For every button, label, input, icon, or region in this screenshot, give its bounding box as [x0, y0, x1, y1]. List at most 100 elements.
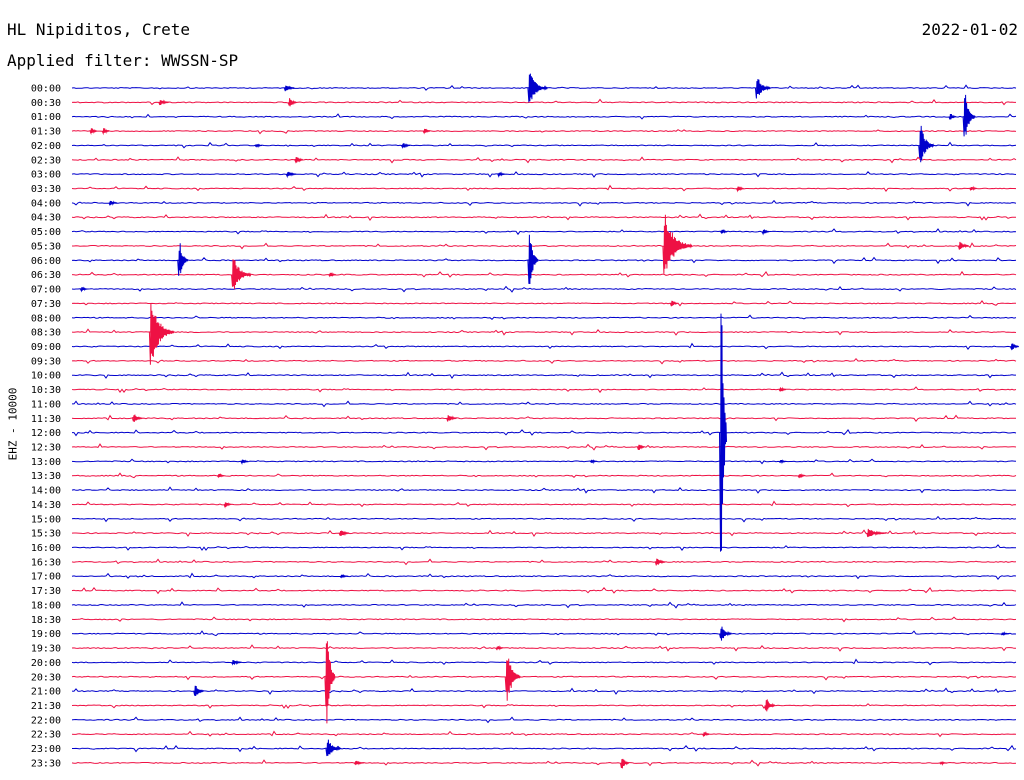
time-tick-label: 01:00	[31, 112, 61, 123]
date-label: 2022-01-02	[921, 20, 1018, 39]
seismic-event	[240, 459, 249, 465]
time-tick-label: 01:30	[31, 127, 61, 138]
seismic-event	[89, 128, 98, 136]
time-tick-label: 10:30	[31, 385, 61, 396]
filter-label: Applied filter: WWSSN-SP	[7, 51, 239, 70]
time-tick-label: 03:30	[31, 184, 61, 195]
time-tick-label: 08:30	[31, 328, 61, 339]
seismic-event	[589, 459, 598, 465]
seismic-event	[131, 414, 143, 422]
trace-line	[71, 586, 1017, 595]
seismic-event	[193, 685, 205, 697]
trace-line	[71, 129, 1017, 135]
trace-line	[71, 270, 1017, 278]
time-tick-label: 08:00	[31, 313, 61, 324]
time-tick-label: 14:00	[31, 486, 61, 497]
trace-line	[71, 199, 1017, 207]
trace-line	[71, 703, 1017, 709]
seismic-event	[497, 171, 505, 178]
trace-line	[71, 558, 1017, 566]
trace-line	[71, 300, 1017, 307]
station-title: HL Nipiditos, Crete	[7, 20, 191, 39]
time-tick-label: 15:00	[31, 514, 61, 525]
trace-line	[71, 458, 1017, 465]
time-tick-label: 07:30	[31, 299, 61, 310]
seismic-event	[669, 300, 678, 307]
trace-line	[71, 515, 1017, 523]
time-tick-label: 18:30	[31, 615, 61, 626]
time-tick-label: 06:30	[31, 270, 61, 281]
seismic-event	[662, 214, 693, 274]
time-tick-label: 13:00	[31, 457, 61, 468]
time-tick-label: 23:00	[31, 744, 61, 755]
seismic-event	[223, 502, 232, 509]
time-tick-label: 12:30	[31, 443, 61, 454]
seismic-event	[216, 473, 225, 479]
time-tick-label: 07:00	[31, 285, 61, 296]
trace-line	[71, 616, 1017, 623]
time-tick-label: 16:30	[31, 557, 61, 568]
seismic-event	[400, 143, 411, 149]
seismic-event	[446, 415, 458, 422]
seismic-event	[969, 185, 977, 192]
time-tick-label: 04:00	[31, 198, 61, 209]
seismic-event	[702, 731, 710, 738]
seismic-event	[654, 558, 666, 566]
trace-line	[71, 342, 1016, 350]
trace-line	[71, 572, 1017, 581]
seismic-event	[957, 241, 969, 250]
trace-line	[71, 113, 1017, 120]
trace-line	[71, 285, 1017, 293]
seismic-event	[754, 79, 771, 99]
seismic-event	[778, 386, 787, 393]
time-tick-label: 02:30	[31, 155, 61, 166]
time-tick-label: 17:30	[31, 586, 61, 597]
time-tick-label: 02:00	[31, 141, 61, 152]
seismic-event	[948, 114, 957, 120]
seismic-event	[764, 699, 776, 712]
seismic-event	[79, 286, 88, 293]
seismic-event	[324, 641, 336, 724]
time-tick-label: 15:30	[31, 529, 61, 540]
time-tick-label: 11:30	[31, 414, 61, 425]
seismic-event	[338, 530, 350, 537]
time-tick-label: 13:30	[31, 471, 61, 482]
trace-line	[71, 400, 1017, 408]
time-tick-label: 10:00	[31, 371, 61, 382]
time-tick-label: 09:30	[31, 356, 61, 367]
seismic-event	[1000, 631, 1010, 637]
seismic-event	[231, 259, 252, 290]
seismic-event	[353, 760, 365, 766]
trace-line	[71, 98, 1016, 106]
time-tick-label: 21:30	[31, 701, 61, 712]
trace-line	[71, 429, 1017, 437]
seismic-event	[939, 760, 947, 766]
seismic-event	[285, 171, 297, 179]
seismic-event	[797, 473, 806, 479]
time-tick-label: 22:00	[31, 715, 61, 726]
time-tick-label: 19:30	[31, 644, 61, 655]
trace-line	[71, 228, 1017, 236]
seismic-event	[761, 229, 770, 236]
trace-line	[71, 630, 1017, 637]
seismic-event	[101, 128, 110, 136]
trace-line	[71, 242, 1017, 250]
seismic-event	[325, 739, 342, 757]
time-tick-label: 03:00	[31, 170, 61, 181]
trace-line	[71, 314, 1017, 320]
seismic-event	[504, 658, 521, 701]
trace-line	[71, 386, 1017, 394]
time-tick-label: 23:30	[31, 758, 61, 769]
seismic-event	[231, 660, 242, 666]
trace-line	[71, 357, 1017, 365]
time-tick-label: 12:00	[31, 428, 61, 439]
trace-line	[71, 744, 1017, 753]
time-tick-label: 20:30	[31, 672, 61, 683]
time-tick-label: 22:30	[31, 730, 61, 741]
seismic-event	[918, 125, 935, 163]
seismic-event	[527, 234, 539, 285]
seismic-event	[495, 645, 504, 651]
seismic-event	[736, 186, 744, 193]
seismic-event	[636, 444, 645, 450]
